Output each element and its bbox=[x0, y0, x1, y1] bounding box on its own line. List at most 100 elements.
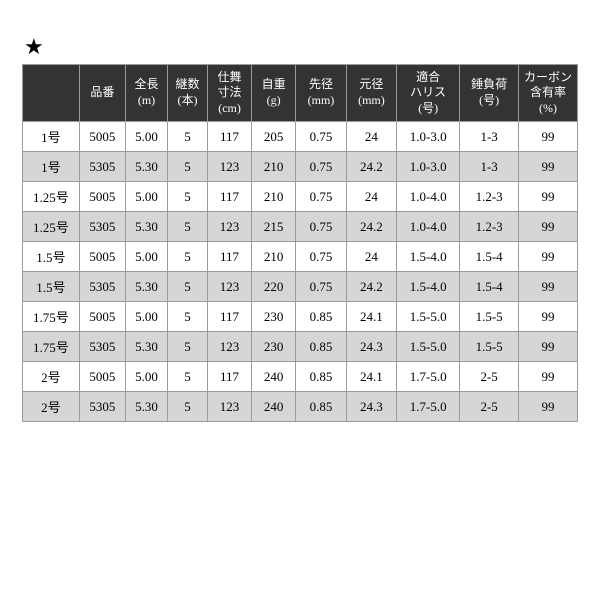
table-cell: 5005 bbox=[79, 302, 125, 332]
table-cell: 210 bbox=[252, 182, 296, 212]
table-cell: 205 bbox=[252, 122, 296, 152]
table-cell: 1号 bbox=[23, 122, 80, 152]
table-cell: 117 bbox=[207, 122, 251, 152]
table-cell: 5305 bbox=[79, 272, 125, 302]
table-cell: 1.5-5 bbox=[460, 332, 519, 362]
table-cell: 117 bbox=[207, 362, 251, 392]
table-cell: 1.5-4.0 bbox=[397, 272, 460, 302]
table-cell: 1.0-4.0 bbox=[397, 182, 460, 212]
table-cell: 0.75 bbox=[296, 182, 346, 212]
table-cell: 24.3 bbox=[346, 332, 396, 362]
table-cell: 123 bbox=[207, 332, 251, 362]
col-header: 適合ハリス(号) bbox=[397, 65, 460, 122]
col-header: 品番 bbox=[79, 65, 125, 122]
table-cell: 0.85 bbox=[296, 332, 346, 362]
star-heading: ★ bbox=[24, 36, 578, 58]
col-header: 先径(mm) bbox=[296, 65, 346, 122]
table-cell: 5.30 bbox=[126, 152, 168, 182]
table-cell: 99 bbox=[519, 182, 578, 212]
table-cell: 24 bbox=[346, 182, 396, 212]
table-cell: 1.7-5.0 bbox=[397, 392, 460, 422]
table-cell: 5.00 bbox=[126, 302, 168, 332]
table-cell: 5 bbox=[168, 392, 208, 422]
table-cell: 0.75 bbox=[296, 152, 346, 182]
table-cell: 5005 bbox=[79, 242, 125, 272]
col-header: 元径(mm) bbox=[346, 65, 396, 122]
table-cell: 99 bbox=[519, 302, 578, 332]
table-cell: 240 bbox=[252, 362, 296, 392]
table-row: 1.25号53055.3051232150.7524.21.0-4.01.2-3… bbox=[23, 212, 578, 242]
table-cell: 1.5号 bbox=[23, 272, 80, 302]
table-cell: 24.3 bbox=[346, 392, 396, 422]
table-cell: 1.0-4.0 bbox=[397, 212, 460, 242]
table-cell: 99 bbox=[519, 332, 578, 362]
table-cell: 1.5-5.0 bbox=[397, 332, 460, 362]
table-cell: 5 bbox=[168, 122, 208, 152]
table-cell: 2号 bbox=[23, 362, 80, 392]
table-cell: 0.85 bbox=[296, 392, 346, 422]
table-cell: 24.1 bbox=[346, 302, 396, 332]
table-cell: 99 bbox=[519, 212, 578, 242]
table-cell: 5305 bbox=[79, 212, 125, 242]
table-cell: 5.30 bbox=[126, 332, 168, 362]
table-cell: 1.5-4.0 bbox=[397, 242, 460, 272]
table-cell: 117 bbox=[207, 182, 251, 212]
table-cell: 5 bbox=[168, 332, 208, 362]
table-cell: 5305 bbox=[79, 332, 125, 362]
table-cell: 1.5号 bbox=[23, 242, 80, 272]
table-header: 品番 全長(m) 継数(本) 仕舞寸法(cm) 自重(g) 先径(mm) 元径(… bbox=[23, 65, 578, 122]
col-header: 全長(m) bbox=[126, 65, 168, 122]
table-cell: 5 bbox=[168, 272, 208, 302]
col-header bbox=[23, 65, 80, 122]
table-cell: 5.00 bbox=[126, 362, 168, 392]
table-cell: 1.0-3.0 bbox=[397, 122, 460, 152]
table-cell: 0.75 bbox=[296, 272, 346, 302]
col-header: 錘負荷(号) bbox=[460, 65, 519, 122]
col-header: カーボン含有率(%) bbox=[519, 65, 578, 122]
table-cell: 5.00 bbox=[126, 122, 168, 152]
table-cell: 24.2 bbox=[346, 212, 396, 242]
table-row: 2号50055.0051172400.8524.11.7-5.02-599 bbox=[23, 362, 578, 392]
table-cell: 0.75 bbox=[296, 122, 346, 152]
table-cell: 210 bbox=[252, 152, 296, 182]
table-row: 1.5号50055.0051172100.75241.5-4.01.5-499 bbox=[23, 242, 578, 272]
table-cell: 0.85 bbox=[296, 362, 346, 392]
table-cell: 99 bbox=[519, 362, 578, 392]
table-cell: 24 bbox=[346, 242, 396, 272]
table-cell: 123 bbox=[207, 212, 251, 242]
table-cell: 1.5-4 bbox=[460, 272, 519, 302]
table-cell: 1.25号 bbox=[23, 212, 80, 242]
table-cell: 210 bbox=[252, 242, 296, 272]
table-cell: 24.1 bbox=[346, 362, 396, 392]
table-cell: 1.75号 bbox=[23, 332, 80, 362]
spec-table: 品番 全長(m) 継数(本) 仕舞寸法(cm) 自重(g) 先径(mm) 元径(… bbox=[22, 64, 578, 422]
table-cell: 5 bbox=[168, 302, 208, 332]
table-cell: 230 bbox=[252, 302, 296, 332]
table-cell: 5.30 bbox=[126, 392, 168, 422]
table-cell: 0.85 bbox=[296, 302, 346, 332]
table-cell: 230 bbox=[252, 332, 296, 362]
table-cell: 5305 bbox=[79, 152, 125, 182]
table-cell: 1.2-3 bbox=[460, 182, 519, 212]
table-cell: 1.5-5.0 bbox=[397, 302, 460, 332]
table-cell: 2-5 bbox=[460, 392, 519, 422]
table-row: 1号53055.3051232100.7524.21.0-3.01-399 bbox=[23, 152, 578, 182]
table-cell: 5.00 bbox=[126, 182, 168, 212]
table-cell: 1号 bbox=[23, 152, 80, 182]
table-cell: 123 bbox=[207, 392, 251, 422]
table-cell: 99 bbox=[519, 392, 578, 422]
table-cell: 123 bbox=[207, 272, 251, 302]
table-cell: 5 bbox=[168, 362, 208, 392]
table-cell: 1.5-4 bbox=[460, 242, 519, 272]
table-cell: 5 bbox=[168, 152, 208, 182]
table-cell: 1.0-3.0 bbox=[397, 152, 460, 182]
table-row: 1号50055.0051172050.75241.0-3.01-399 bbox=[23, 122, 578, 152]
table-cell: 220 bbox=[252, 272, 296, 302]
table-cell: 5 bbox=[168, 182, 208, 212]
table-cell: 24 bbox=[346, 122, 396, 152]
table-cell: 2-5 bbox=[460, 362, 519, 392]
table-cell: 117 bbox=[207, 242, 251, 272]
table-row: 2号53055.3051232400.8524.31.7-5.02-599 bbox=[23, 392, 578, 422]
table-cell: 117 bbox=[207, 302, 251, 332]
table-row: 1.5号53055.3051232200.7524.21.5-4.01.5-49… bbox=[23, 272, 578, 302]
